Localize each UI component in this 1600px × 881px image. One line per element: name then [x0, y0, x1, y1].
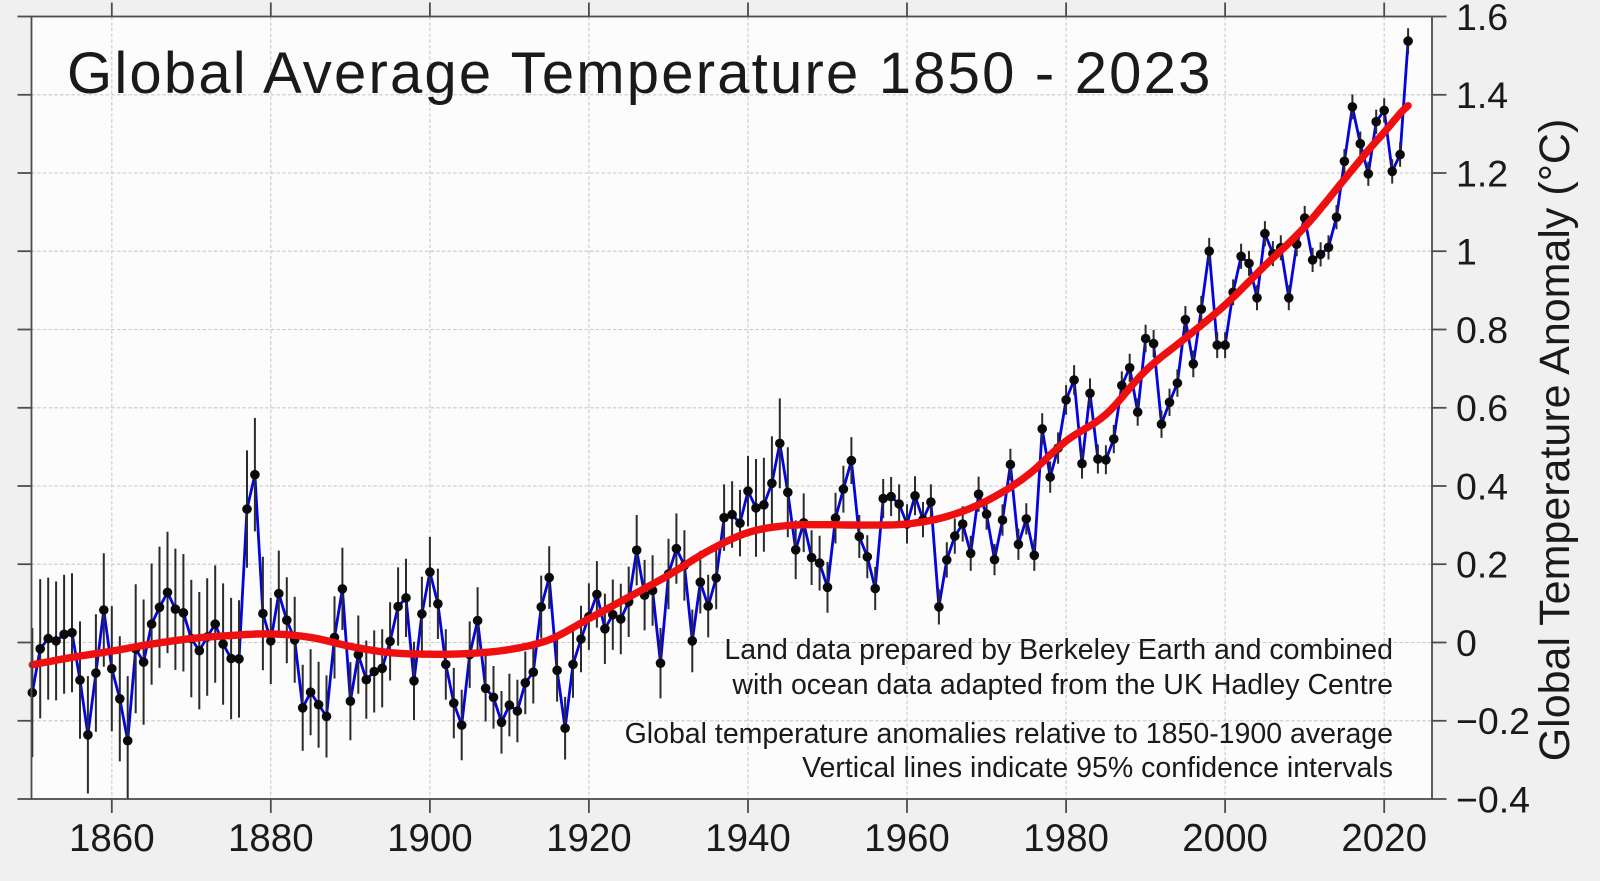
svg-text:1860: 1860 [69, 817, 155, 860]
svg-text:1: 1 [1456, 231, 1477, 273]
svg-text:1960: 1960 [864, 817, 950, 860]
svg-text:1880: 1880 [228, 817, 314, 860]
svg-text:Global temperature anomalies r: Global temperature anomalies relative to… [625, 718, 1393, 750]
svg-text:Vertical lines indicate 95% co: Vertical lines indicate 95% confidence i… [802, 752, 1393, 784]
svg-text:with ocean data adapted from t: with ocean data adapted from the UK Hadl… [731, 669, 1393, 701]
svg-text:2020: 2020 [1341, 817, 1427, 860]
svg-text:−0.2: −0.2 [1456, 700, 1530, 742]
svg-text:Land data prepared by Berkeley: Land data prepared by Berkeley Earth and… [724, 634, 1393, 666]
svg-text:1980: 1980 [1023, 817, 1109, 860]
svg-text:0.2: 0.2 [1456, 544, 1508, 586]
svg-text:1.4: 1.4 [1456, 74, 1508, 116]
svg-text:1940: 1940 [705, 817, 791, 860]
svg-text:0.8: 0.8 [1456, 309, 1508, 351]
svg-text:0.6: 0.6 [1456, 387, 1508, 429]
svg-text:1.2: 1.2 [1456, 152, 1508, 194]
svg-text:0: 0 [1456, 622, 1477, 664]
svg-text:1900: 1900 [387, 817, 473, 860]
svg-text:1.6: 1.6 [1456, 0, 1508, 38]
svg-text:1920: 1920 [546, 817, 632, 860]
svg-text:2000: 2000 [1182, 817, 1268, 860]
svg-text:0.4: 0.4 [1456, 465, 1508, 507]
svg-text:Global Temperature Anomaly (°C: Global Temperature Anomaly (°C) [1531, 119, 1579, 762]
svg-text:Global Average Temperature 185: Global Average Temperature 1850 - 2023 [67, 41, 1213, 106]
svg-text:−0.4: −0.4 [1456, 778, 1530, 820]
